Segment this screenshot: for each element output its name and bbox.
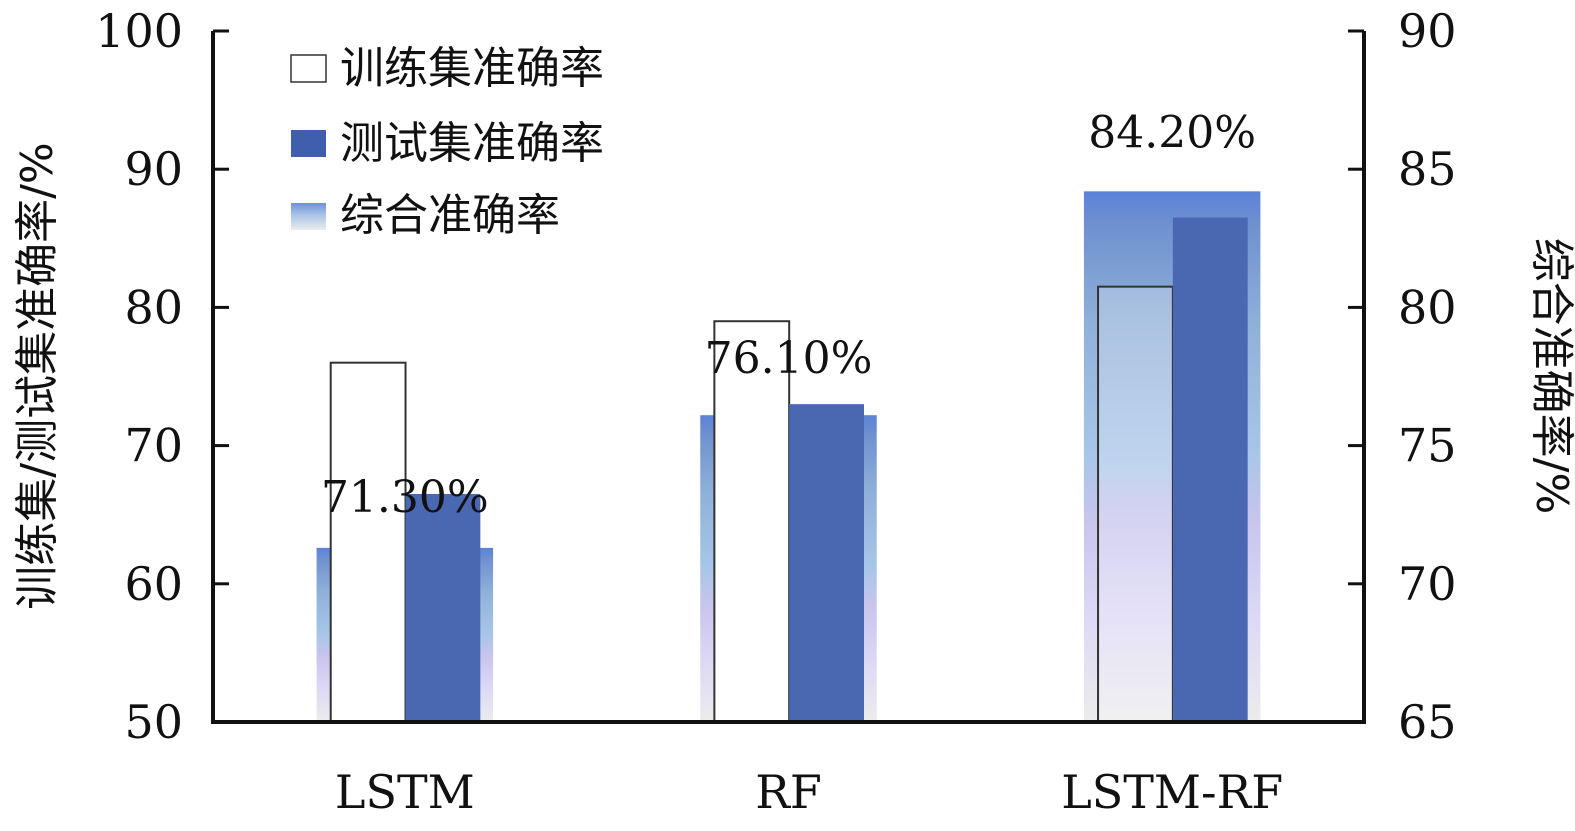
right-tick-label-85: 85 (1398, 142, 1457, 196)
x-tick-label-rf: RF (755, 765, 822, 819)
bars-layer (316, 191, 1261, 723)
right-tick-label-65: 65 (1398, 695, 1457, 749)
legend: 训练集准确率 测试集准确率 综合准确率 (290, 43, 604, 241)
bar-test-lstm (405, 493, 481, 722)
x-category-labels: LSTM RF LSTM-RF (335, 765, 1283, 819)
legend-swatch-test (291, 130, 326, 157)
bar-train-lstm-rf (1097, 285, 1174, 723)
left-tick-label-70: 70 (124, 419, 183, 473)
data-label-lstm: 71.30% (321, 472, 489, 523)
left-tick-label-60: 60 (124, 557, 183, 611)
right-tick-label-75: 75 (1398, 419, 1457, 473)
data-label-lstm-rf: 84.20% (1088, 107, 1256, 158)
left-tick-label-90: 90 (124, 142, 183, 196)
right-tick-label-70: 70 (1398, 557, 1457, 611)
legend-swatch-combined (291, 203, 326, 230)
bar-test-lstm-rf (1172, 217, 1248, 722)
right-tick-label-80: 80 (1398, 280, 1457, 334)
left-axis-title: 训练集/测试集准确率/% (12, 142, 63, 609)
x-tick-label-lstm: LSTM (335, 765, 475, 819)
data-labels-layer: 71.30% 76.10% 84.20% (321, 107, 1256, 523)
legend-swatch-train (290, 54, 327, 83)
left-tick-label-80: 80 (124, 280, 183, 334)
left-tick-label-100: 100 (95, 4, 183, 58)
left-y-ticks: 50 60 70 80 90 100 (95, 4, 229, 749)
legend-label-train: 训练集准确率 (340, 43, 604, 94)
left-tick-label-50: 50 (124, 695, 183, 749)
bar-train-lstm (329, 361, 407, 723)
right-tick-label-90: 90 (1398, 4, 1457, 58)
x-tick-label-lstm-rf: LSTM-RF (1061, 765, 1283, 819)
right-axis-title: 综合准确率/% (1526, 238, 1575, 515)
legend-label-test: 测试集准确率 (340, 118, 604, 169)
bar-test-rf (789, 404, 865, 722)
data-label-rf: 76.10% (705, 333, 873, 384)
right-y-ticks: 65 70 75 80 85 90 (1348, 4, 1457, 749)
legend-label-combined: 综合准确率 (340, 190, 560, 241)
